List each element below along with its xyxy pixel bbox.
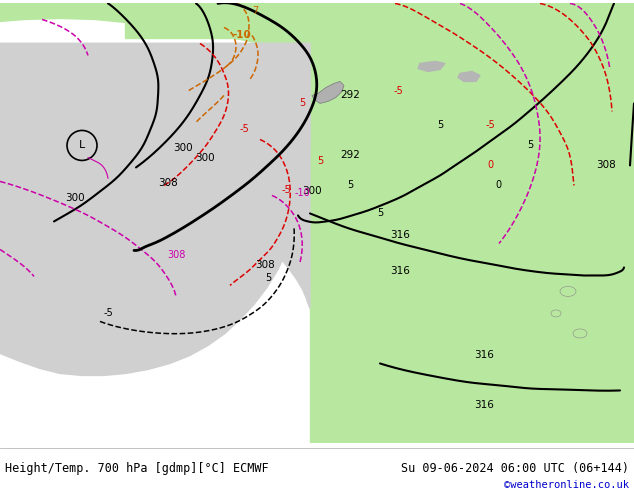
Polygon shape — [458, 72, 480, 81]
Text: 316: 316 — [474, 350, 494, 361]
Text: 0: 0 — [487, 160, 493, 171]
Text: 316: 316 — [390, 267, 410, 276]
Polygon shape — [125, 3, 634, 38]
Text: 292: 292 — [340, 91, 360, 100]
Text: 300: 300 — [195, 153, 215, 164]
Text: 5: 5 — [437, 121, 443, 130]
Text: 316: 316 — [474, 400, 494, 411]
Polygon shape — [312, 81, 344, 103]
Text: 292: 292 — [340, 150, 360, 160]
Text: L: L — [79, 141, 85, 150]
Text: -10: -10 — [294, 189, 310, 198]
Text: -10: -10 — [233, 30, 251, 41]
Text: 5: 5 — [347, 180, 353, 191]
Ellipse shape — [551, 310, 561, 317]
Text: 0: 0 — [495, 180, 501, 191]
Text: Height/Temp. 700 hPa [gdmp][°C] ECMWF: Height/Temp. 700 hPa [gdmp][°C] ECMWF — [5, 462, 269, 475]
Text: ©weatheronline.co.uk: ©weatheronline.co.uk — [504, 480, 629, 490]
Text: 316: 316 — [390, 230, 410, 241]
Text: -5: -5 — [103, 308, 113, 318]
Text: 308: 308 — [255, 261, 275, 270]
Text: 300: 300 — [173, 144, 193, 153]
Text: -5: -5 — [239, 124, 249, 134]
Text: 5: 5 — [527, 141, 533, 150]
Text: -5: -5 — [485, 121, 495, 130]
Text: 7: 7 — [252, 6, 258, 17]
Polygon shape — [0, 3, 634, 44]
Polygon shape — [418, 61, 445, 72]
Text: -5: -5 — [281, 185, 291, 196]
Text: 308: 308 — [158, 178, 178, 189]
Text: 300: 300 — [65, 194, 85, 203]
Polygon shape — [0, 3, 45, 13]
Text: 308: 308 — [167, 250, 185, 261]
Text: 308: 308 — [596, 160, 616, 171]
Text: 300: 300 — [302, 186, 322, 196]
Polygon shape — [0, 44, 310, 375]
Polygon shape — [310, 3, 634, 443]
Text: 5: 5 — [377, 208, 383, 219]
Text: Su 09-06-2024 06:00 UTC (06+144): Su 09-06-2024 06:00 UTC (06+144) — [401, 462, 629, 475]
Ellipse shape — [573, 329, 587, 338]
Text: 5: 5 — [317, 156, 323, 167]
Polygon shape — [0, 44, 310, 308]
Text: 5: 5 — [265, 273, 271, 283]
Text: 5: 5 — [299, 98, 305, 108]
Text: -5: -5 — [393, 86, 403, 97]
Ellipse shape — [560, 287, 576, 296]
